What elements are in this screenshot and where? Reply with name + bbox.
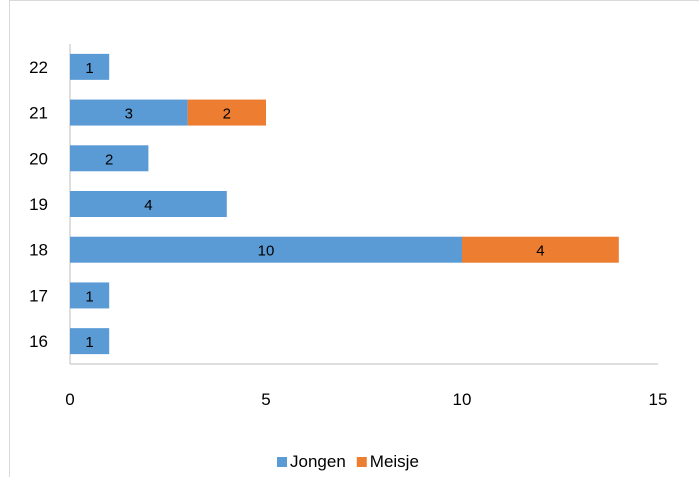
bar-jongen (70, 145, 149, 172)
bar-jongen (70, 282, 110, 309)
x-tick-label: 15 (649, 390, 668, 409)
bar-data-label: 1 (85, 60, 93, 77)
bar-data-label: 1 (85, 334, 93, 351)
category-label: 21 (29, 104, 48, 123)
category-label: 20 (29, 149, 48, 168)
bar-jongen (70, 328, 110, 355)
legend-label-meisje: Meisje (370, 452, 419, 471)
x-tick-label: 10 (453, 390, 472, 409)
bar-data-label: 4 (536, 243, 544, 260)
bar-jongen (70, 53, 110, 80)
legend-swatch-meisje (356, 457, 367, 467)
bars-group: 1 1 10 4 4 2 3 2 1 (70, 53, 619, 355)
category-labels: 16 17 18 19 20 21 22 (29, 58, 48, 351)
category-label: 22 (29, 58, 48, 77)
bar-jongen (70, 99, 188, 126)
bar-data-label: 4 (144, 197, 152, 214)
bar-data-label: 10 (258, 243, 275, 260)
legend-swatch-jongen (277, 457, 287, 467)
bar-jongen (70, 191, 227, 217)
chart-frame (9, 0, 699, 477)
bar-data-label: 2 (223, 106, 231, 123)
bar-data-label: 3 (125, 106, 133, 123)
category-label: 16 (29, 332, 48, 351)
bar-jongen (70, 236, 462, 263)
bar-data-label: 2 (105, 151, 113, 168)
legend: Jongen Meisje (277, 452, 419, 471)
bar-meisje (187, 99, 266, 126)
category-label: 17 (29, 286, 48, 305)
x-tick-labels: 0 5 10 15 (65, 390, 667, 409)
category-label: 18 (29, 241, 48, 260)
x-tick-label: 0 (65, 390, 74, 409)
x-tick-label: 5 (261, 390, 270, 409)
category-label: 19 (29, 195, 48, 214)
bar-data-label: 1 (85, 288, 93, 305)
bar-meisje (462, 236, 619, 263)
legend-label-jongen: Jongen (290, 452, 346, 471)
